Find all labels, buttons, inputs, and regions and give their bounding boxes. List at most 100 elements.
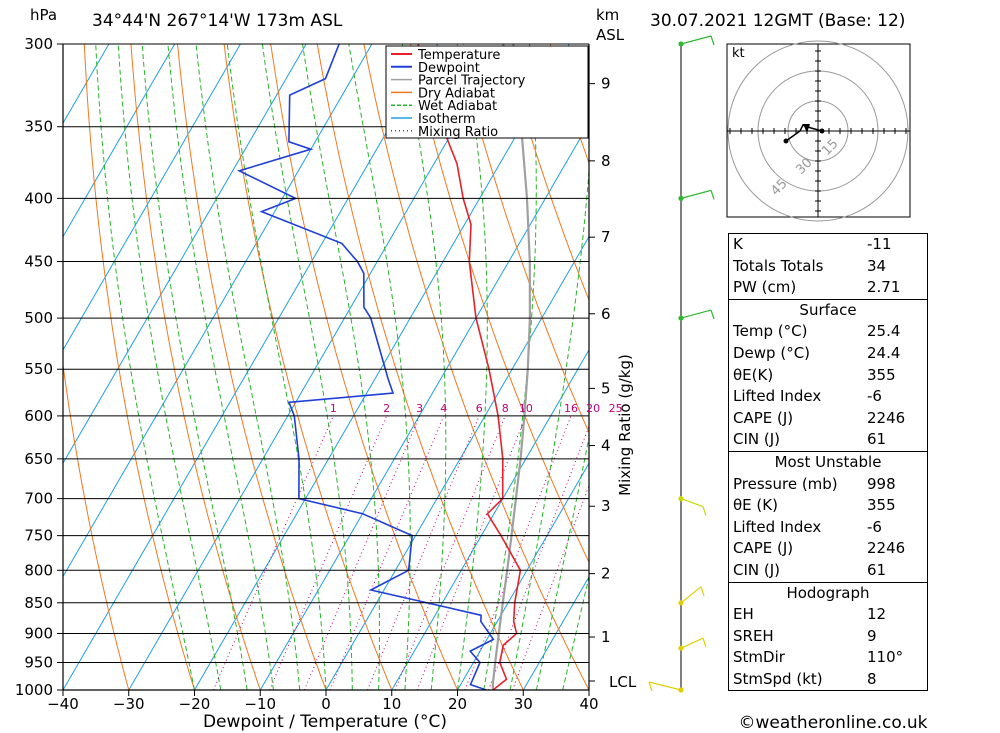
y2-axis-label: Mixing Ratio (g/kg) (616, 354, 634, 496)
mixing-ratio-line (488, 425, 589, 690)
wind-barb-flag (710, 190, 715, 200)
index-value: 61 (867, 560, 887, 579)
temperature-tick-label: 10 (382, 695, 401, 713)
index-row: EH 12 (729, 604, 927, 626)
index-label: K (733, 235, 743, 253)
wind-barb (680, 189, 712, 199)
dewpoint-profile-line (237, 44, 495, 690)
height-axis: 9 8 7 6 5 4 3 2 1 LCL (589, 75, 637, 691)
index-value: 2246 (867, 408, 906, 427)
wet-adiabat-line (95, 44, 195, 690)
hodograph-point (819, 128, 825, 134)
wet-adiabat-line (535, 435, 589, 690)
mixing-ratio-line (269, 415, 388, 690)
credit-text: ©weatheronline.co.uk (738, 713, 927, 733)
isotherm-line (259, 122, 589, 690)
wind-barb (680, 309, 712, 319)
pressure-tick-label: 950 (24, 653, 53, 671)
indices-table: K -11 Totals Totals 34 PW (cm) 2.71 Surface Tem… (728, 233, 928, 692)
height-tick-label: 4 (601, 436, 611, 454)
legend-entry: Parcel Trajectory (418, 74, 526, 89)
wind-barb (680, 637, 704, 649)
parcel-trajectory-line (491, 44, 532, 690)
wet-adiabat-line (261, 44, 353, 690)
index-label: StmSpd (kt) (733, 669, 823, 688)
wind-barb-flag (710, 35, 715, 46)
index-label: CIN (J) (733, 430, 781, 449)
index-row: K -11 (729, 234, 927, 256)
height-tick-label: 5 (601, 379, 611, 397)
pressure-tick-label: 750 (24, 527, 53, 545)
x-axis-label: Dewpoint / Temperature (°C) (203, 712, 447, 732)
index-value: 110° (867, 648, 904, 667)
isotherm-line (457, 462, 589, 690)
mixing-ratio-label: 4 (440, 402, 447, 415)
index-value: 8 (867, 669, 877, 688)
isotherm-line (391, 348, 589, 690)
legend-entry: Temperature (417, 48, 500, 63)
temperature-tick-label: 30 (514, 695, 533, 713)
wind-barb-flag (648, 681, 653, 692)
mixing-ratio-label: 2 (383, 402, 390, 415)
index-label: SREH (733, 626, 774, 645)
index-row: Lifted Index -6 (729, 517, 927, 539)
index-label: Totals Totals (733, 256, 824, 275)
index-value: 12 (867, 605, 887, 624)
temperature-tick-label: −10 (244, 695, 276, 713)
hodograph-unit: kt (732, 46, 745, 61)
dry-adiabat-line (270, 44, 458, 690)
index-row: StmSpd (kt) 8 (729, 669, 927, 691)
mixing-ratio-label: 10 (519, 402, 533, 415)
index-value: 24.4 (867, 343, 901, 362)
index-row: SREH 9 (729, 626, 927, 648)
wet-adiabat-line (348, 44, 411, 690)
index-label: Temp (°C) (733, 322, 808, 341)
index-row: Lifted Index -6 (729, 386, 927, 408)
index-row: Pressure (mb) 998 (729, 474, 927, 496)
index-label: Dewp (°C) (733, 343, 811, 362)
pressure-tick-label: 650 (24, 450, 53, 468)
index-label: θE (K) (733, 496, 778, 515)
index-value: -6 (867, 517, 882, 536)
mixing-ratio-label: 8 (502, 402, 509, 415)
indices-section: Most Unstable Pressure (mb) 998 θE (K) 355 Li… (729, 450, 927, 582)
index-label: θE(K) (733, 365, 774, 384)
wet-adiabat-line (117, 44, 222, 690)
dry-adiabat-line (223, 44, 393, 690)
lcl-label: LCL (609, 673, 637, 691)
isotherm-line (63, 44, 110, 125)
mixing-ratio-line (329, 415, 445, 690)
index-value: 355 (867, 496, 896, 515)
index-label: StmDir (733, 648, 785, 667)
index-value: -11 (867, 235, 892, 253)
index-label: Lifted Index (733, 387, 822, 406)
indices-section: K -11 Totals Totals 34 PW (cm) 2.71 (729, 234, 927, 299)
height-tick-label: 1 (601, 628, 611, 646)
temperature-profile-line (417, 44, 522, 690)
temperature-tick-label: −40 (47, 695, 79, 713)
index-value: 2246 (867, 539, 906, 558)
legend-box (385, 45, 589, 139)
temperature-tick-label: 0 (321, 695, 331, 713)
mixing-ratio-label: 25 (609, 402, 623, 415)
indices-section: Surface Temp (°C) 25.4 Dewp (°C) 24.4 θE(K) 35… (729, 298, 927, 451)
pressure-tick-label: 400 (24, 189, 53, 207)
wet-adiabat-line (588, 688, 589, 690)
dry-adiabat-line (456, 44, 589, 434)
legend-entry: Isotherm (418, 112, 476, 127)
height-tick-label: 6 (601, 305, 611, 323)
mixing-ratio-label: 16 (564, 402, 578, 415)
pressure-tick-label: 600 (24, 407, 53, 425)
legend-entry: Wet Adiabat (418, 99, 497, 114)
km-label: km (596, 6, 619, 24)
wet-adiabat-line (401, 44, 447, 690)
mixing-ratio-label: 3 (416, 402, 423, 415)
storm-motion-marker (803, 124, 810, 133)
dry-adiabat-line (503, 44, 589, 302)
index-label: CAPE (J) (733, 408, 794, 427)
index-value: 34 (867, 256, 887, 275)
wet-adiabat-line (562, 574, 589, 690)
